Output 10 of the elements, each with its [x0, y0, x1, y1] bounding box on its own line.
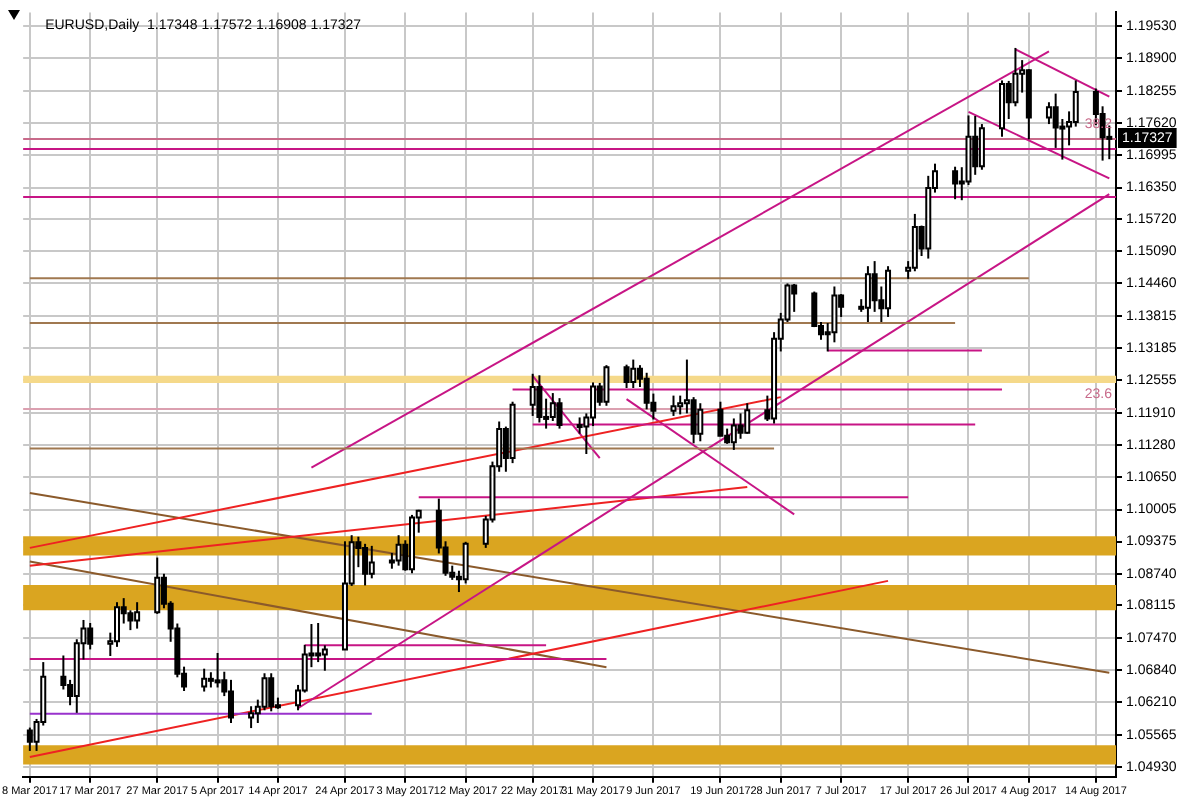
candlestick: [134, 601, 141, 630]
candlestick: [972, 114, 979, 176]
candlestick: [831, 285, 838, 344]
candlestick: [536, 374, 543, 424]
candlestick: [201, 667, 208, 693]
candlestick: [529, 372, 536, 417]
candlestick: [871, 260, 878, 313]
candlestick: [730, 417, 737, 451]
candlestick: [925, 174, 932, 260]
candlestick: [227, 678, 234, 724]
